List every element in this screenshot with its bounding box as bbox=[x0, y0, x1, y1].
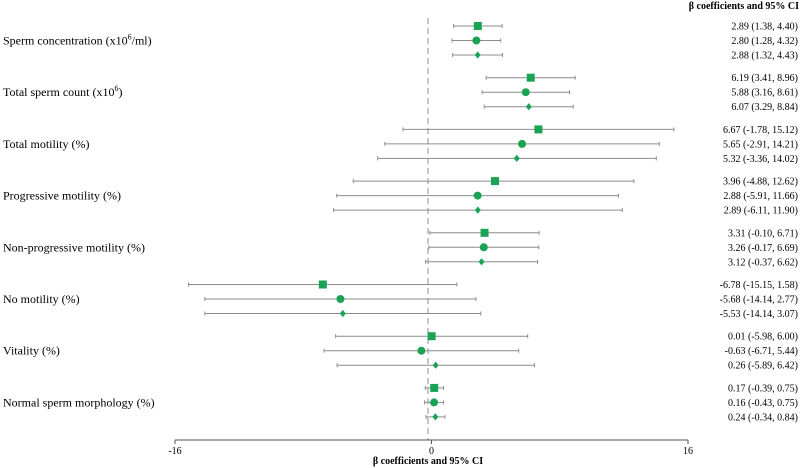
point-estimate-circle bbox=[472, 36, 481, 45]
point-estimate-circle bbox=[417, 346, 426, 355]
estimate-ci-text: 2.89 (-6.11, 11.90) bbox=[724, 206, 798, 217]
estimate-ci-text: 0.24 (-0.34, 0.84) bbox=[728, 412, 798, 423]
estimate-ci-text: 5.65 (-2.91, 14.21) bbox=[723, 139, 798, 150]
x-axis-label: β coefficients and 95% CI bbox=[373, 456, 483, 467]
point-estimate-diamond bbox=[474, 206, 481, 214]
point-estimate-square bbox=[480, 228, 489, 237]
outcome-label: Sperm concentration (x106/ml) bbox=[3, 33, 152, 48]
point-estimate-circle bbox=[473, 191, 482, 200]
point-estimate-square bbox=[534, 125, 543, 134]
estimate-ci-text: 5.88 (3.16, 8.61) bbox=[731, 88, 798, 99]
estimate-ci-text: 3.12 (-0.37, 6.62) bbox=[728, 257, 798, 268]
x-tick-label: 0 bbox=[429, 446, 434, 457]
outcome-label: Total motility (%) bbox=[3, 137, 89, 151]
point-estimate-circle bbox=[521, 88, 530, 97]
estimate-ci-text: 3.31 (-0.10, 6.71) bbox=[728, 228, 798, 239]
point-estimate-circle bbox=[336, 295, 345, 303]
estimate-ci-text: 3.26 (-0.17, 6.69) bbox=[728, 243, 798, 254]
point-estimate-circle bbox=[518, 139, 527, 148]
outcome-label: No motility (%) bbox=[3, 292, 80, 306]
estimate-ci-text: -5.53 (-14.14, 3.07) bbox=[720, 309, 798, 320]
estimate-ci-text: 2.80 (1.28, 4.32) bbox=[731, 36, 798, 47]
point-estimate-diamond bbox=[478, 258, 485, 266]
estimate-ci-text: 0.26 (-5.89, 6.42) bbox=[728, 361, 798, 372]
estimate-ci-text: 0.17 (-0.39, 0.75) bbox=[728, 383, 798, 394]
point-estimate-diamond bbox=[432, 413, 439, 421]
estimate-ci-text: 0.16 (-0.43, 0.75) bbox=[728, 398, 798, 409]
point-estimate-diamond bbox=[339, 309, 346, 318]
outcome-label: Total sperm count (x106) bbox=[3, 84, 122, 99]
estimate-ci-text: -6.78 (-15.15, 1.58) bbox=[720, 280, 798, 291]
point-estimate-square bbox=[427, 332, 436, 341]
estimate-ci-text: 2.88 (1.32, 4.43) bbox=[731, 51, 798, 62]
point-estimate-square bbox=[526, 73, 535, 82]
point-estimate-diamond bbox=[513, 154, 520, 162]
point-estimate-circle bbox=[430, 398, 439, 407]
outcome-label: Normal sperm morphology (%) bbox=[3, 395, 155, 409]
outcome-label: Progressive motility (%) bbox=[3, 189, 121, 203]
estimate-ci-text: -0.63 (-6.71, 5.44) bbox=[725, 346, 798, 357]
estimate-ci-text: 3.96 (-4.88, 12.62) bbox=[723, 177, 798, 188]
point-estimate-square bbox=[490, 177, 499, 186]
point-estimate-circle bbox=[479, 243, 488, 252]
outcome-label: Vitality (%) bbox=[3, 344, 60, 358]
point-estimate-diamond bbox=[525, 103, 532, 111]
point-estimate-diamond bbox=[432, 361, 439, 369]
estimate-ci-text: -5.68 (-14.14, 2.77) bbox=[720, 295, 798, 306]
estimate-ci-text: 6.67 (-1.78, 15.12) bbox=[723, 125, 798, 136]
point-estimate-diamond bbox=[474, 51, 481, 59]
point-estimate-square bbox=[473, 22, 482, 30]
estimate-ci-text: 2.88 (-5.91, 11.66) bbox=[723, 191, 798, 202]
estimate-ci-text: 5.32 (-3.36, 14.02) bbox=[723, 154, 798, 165]
estimate-ci-text: 6.19 (3.41, 8.96) bbox=[731, 73, 798, 84]
plot-layer: -16 0 16 Sperm concentration (x106/ml) 2.89 … bbox=[3, 22, 798, 458]
outcome-label: Non-progressive motility (%) bbox=[3, 240, 145, 254]
x-tick-label: -16 bbox=[168, 446, 181, 457]
estimate-ci-text: 0.01 (-5.98, 6.00) bbox=[728, 332, 798, 343]
estimate-ci-text: 6.07 (3.29, 8.84) bbox=[731, 102, 798, 113]
estimate-ci-text: 2.89 (1.38, 4.40) bbox=[731, 22, 798, 33]
chart-title: β coefficients and 95% CI bbox=[689, 1, 799, 12]
point-estimate-square bbox=[318, 280, 327, 289]
point-estimate-square bbox=[430, 383, 439, 392]
x-tick-label: 16 bbox=[683, 446, 693, 457]
